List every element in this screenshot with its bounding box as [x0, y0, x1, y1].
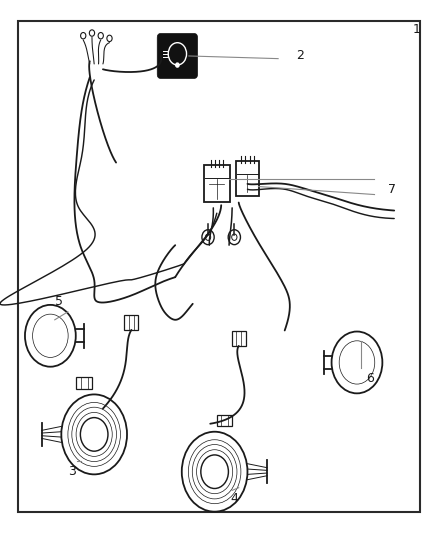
- Text: 4: 4: [230, 492, 238, 505]
- Circle shape: [201, 455, 229, 488]
- Text: 3: 3: [68, 465, 76, 478]
- Circle shape: [81, 418, 108, 451]
- Circle shape: [176, 63, 179, 67]
- Text: 1: 1: [413, 23, 421, 36]
- Text: 7: 7: [388, 183, 396, 196]
- Text: 5: 5: [55, 295, 63, 308]
- Text: 6: 6: [366, 372, 374, 385]
- Bar: [232, 331, 246, 346]
- Bar: [124, 315, 138, 330]
- Bar: [216, 415, 232, 426]
- Bar: [77, 377, 92, 389]
- Text: 2: 2: [296, 50, 304, 62]
- FancyBboxPatch shape: [157, 34, 198, 78]
